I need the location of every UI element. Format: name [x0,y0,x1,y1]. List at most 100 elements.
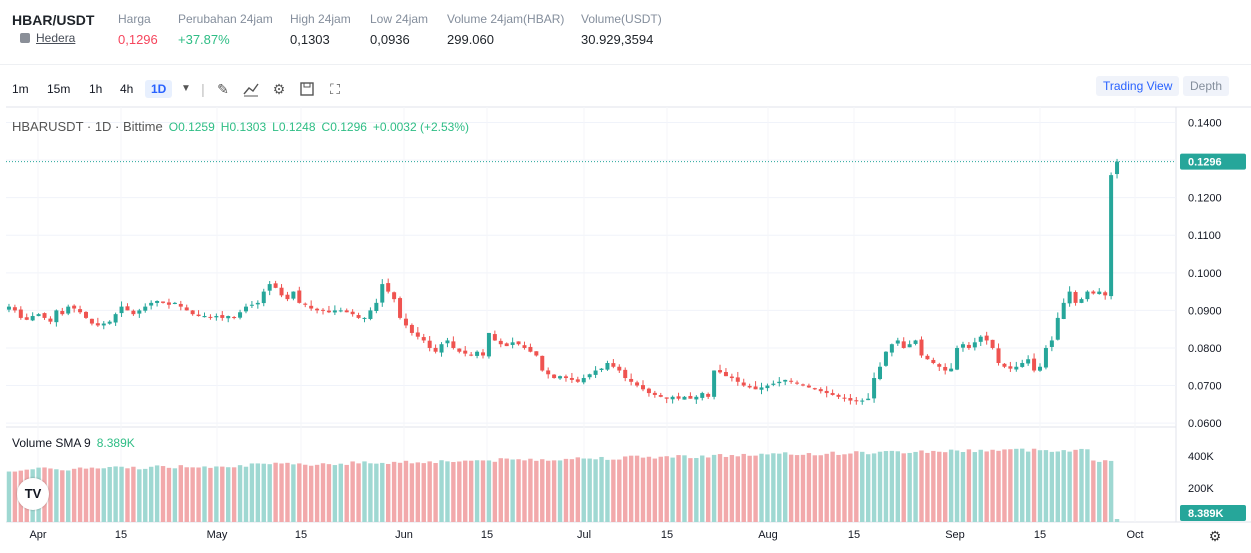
stat-value: 0,1303 [290,32,330,47]
volume-bar [1043,450,1049,522]
x-tick-label: 15 [115,529,127,541]
last-price-badge [1180,153,1246,170]
candle-body [925,355,930,360]
candle-body [332,310,337,313]
candle-body [24,317,29,320]
candle-body [937,364,942,367]
timeframe-4h[interactable]: 4h [120,82,134,96]
save-icon[interactable] [297,79,317,99]
volume-bar [611,459,616,522]
settings-icon[interactable]: ⚙ [1208,528,1222,544]
candle-body [682,396,687,400]
volume-bar [741,453,746,522]
candle-body [1002,363,1007,367]
volume-bar [818,455,823,522]
x-tick-label: Aug [758,529,778,541]
candle-body [386,283,391,292]
candle-body [605,363,610,370]
volume-bar [765,454,770,522]
candle-body [398,298,403,318]
volume-bar [925,452,930,522]
volume-bar [131,466,136,522]
candle-body [445,340,450,344]
candle-body [1073,292,1078,303]
coin-name[interactable]: Hedera [36,31,76,45]
candle-body [131,310,136,315]
coin-link[interactable]: Hedera [20,31,75,45]
volume-bar [783,452,788,522]
volume-bar [777,453,782,522]
tradingview-logo[interactable]: TV [17,478,49,510]
candle-body [848,398,853,401]
volume-bar [291,464,296,522]
candle-body [374,302,379,311]
volume-bar [575,457,581,522]
chart-legend: HBARUSDT · 1D · Bittime O0.1259 H0.1303 … [12,119,469,134]
candle-body [854,400,859,402]
trading-view-tab[interactable]: Trading View [1096,76,1180,96]
candle-body [587,374,592,378]
candle-body [125,306,130,311]
candle-body [753,386,758,390]
volume-bar [196,467,201,522]
candle-body [842,397,847,399]
y-tick-label: 0.1400 [1188,118,1222,130]
volume-bar [184,467,189,522]
timeframe-1h[interactable]: 1h [89,82,103,96]
volume-bar [486,460,492,522]
volume-bar [492,461,498,522]
stat-label: Volume 24jam(HBAR) [447,12,565,26]
indicator-icon[interactable] [241,79,261,99]
volume-bar [160,466,166,522]
volume-bar [433,463,438,522]
last-volume-badge [1180,505,1246,521]
candle-body [350,311,355,315]
candle-body [706,393,711,397]
stat-label: Harga [118,12,151,26]
candle-body [457,348,462,352]
volume-bar [1102,460,1108,522]
candle-body [895,340,900,344]
candle-body [83,311,88,318]
timeframe-1m[interactable]: 1m [12,82,29,96]
y-tick-label: 0.1000 [1188,268,1222,280]
volume-bar [60,470,65,522]
timeframe-1d[interactable]: 1D [145,80,173,98]
volume-bar [71,468,77,522]
candle-body [789,380,794,382]
y-tick-label: 0.1200 [1188,193,1222,205]
pencil-icon[interactable]: ✎ [217,81,229,97]
stat-high: High 24jam 0,1303 [290,12,351,47]
chevron-down-icon[interactable]: ▼ [181,83,191,94]
candle-body [95,323,100,326]
volume-bar [137,469,142,522]
volume-bar [848,453,853,522]
fullscreen-icon[interactable]: ⛶ [330,81,340,97]
volume-bar [1085,449,1090,522]
stat-change: Perubahan 24jam +37.87% [178,12,273,47]
candle-body [1091,291,1096,294]
volume-bar [273,462,278,522]
pair-title[interactable]: HBAR/USDT [12,12,95,28]
volume-bar [658,456,663,522]
candle-body [1079,299,1084,303]
volume-bar [913,451,918,522]
candle-body [249,304,254,306]
volume-bar [338,463,343,522]
candle-body [943,366,948,371]
depth-tab[interactable]: Depth [1183,76,1230,96]
candle-body [486,332,491,357]
market-header: HBAR/USDT Hedera Harga 0,1296 Perubahan … [0,0,1251,65]
timeframe-15m[interactable]: 15m [47,82,71,96]
volume-bar [1031,448,1037,522]
candle-body [226,316,231,319]
volume-bar [391,461,397,522]
volume-bar [883,451,889,522]
volume-bar [954,450,960,522]
gear-icon[interactable]: ⚙ [272,81,286,97]
volume-bar [148,466,154,522]
volume-bar [860,451,865,522]
candle-body [558,376,563,379]
volume-bar [267,464,272,522]
